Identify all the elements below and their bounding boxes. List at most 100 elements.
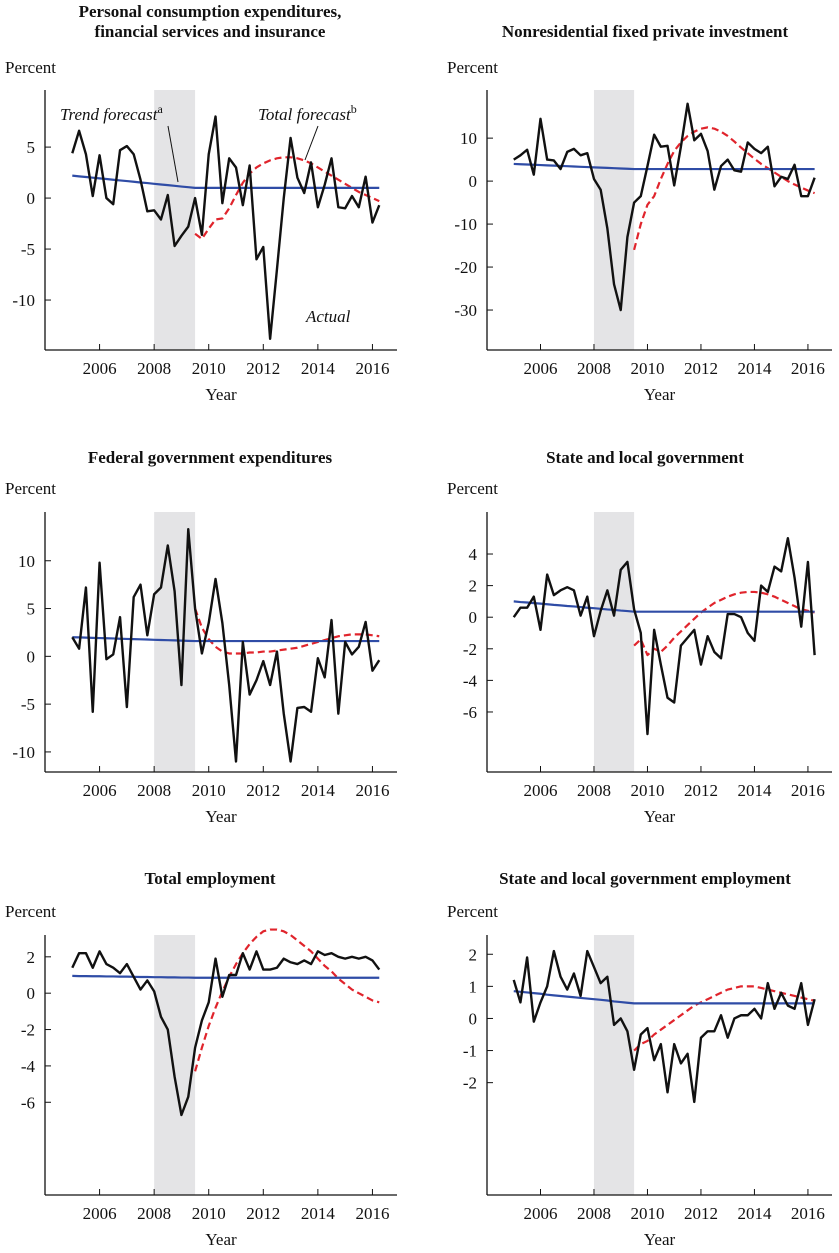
y-tick-label: -10 [12,743,35,762]
y-axis-label: Percent [447,58,498,77]
x-axis-label: Year [205,1230,237,1249]
y-tick-label: 0 [27,189,36,208]
y-tick-label: 10 [460,129,477,148]
series-label: Total forecastb [258,102,357,124]
recession-shade [593,90,635,350]
y-tick-label: 0 [469,172,478,191]
y-tick-label: 2 [469,945,478,964]
x-tick-label: 2016 [355,359,389,378]
x-tick-label: 2010 [192,1204,226,1223]
series-line [633,590,815,657]
chart-title: Total employment [144,869,275,888]
series-line [513,600,815,613]
x-tick-label: 2016 [791,781,825,800]
x-tick-label: 2014 [737,359,772,378]
x-tick-label: 2010 [192,781,226,800]
y-tick-label: 5 [27,600,36,619]
x-tick-label: 2006 [83,1204,117,1223]
series-label: Actual [305,307,351,326]
x-tick-label: 2006 [523,781,557,800]
x-tick-label: 2012 [684,781,718,800]
x-tick-label: 2010 [630,359,664,378]
y-axis-label: Percent [447,479,498,498]
chart-title: Personal consumption expenditures, [79,2,342,21]
y-tick-label: -30 [454,301,477,320]
series-line [194,928,380,1072]
x-tick-label: 2010 [630,781,664,800]
x-tick-label: 2006 [523,359,557,378]
y-tick-label: -4 [463,671,478,690]
chart-title: financial services and insurance [95,22,326,41]
series-line [512,537,816,736]
y-axis-label: Percent [5,58,56,77]
y-tick-label: 5 [27,138,36,157]
series-line [512,949,816,1104]
y-tick-label: 0 [27,647,36,666]
y-tick-label: 10 [18,552,35,571]
x-tick-label: 2012 [246,1204,280,1223]
label-leader [167,125,179,183]
y-axis-label: Percent [5,479,56,498]
series-line [71,950,381,1117]
x-tick-label: 2014 [301,359,336,378]
label-leader [304,125,319,161]
y-tick-label: -6 [21,1093,35,1112]
series-line [633,985,815,1052]
y-tick-label: 2 [27,948,36,967]
x-tick-label: 2012 [684,359,718,378]
y-tick-label: 0 [469,608,478,627]
series-label-text: Total forecast [258,105,352,124]
series-line [71,115,381,340]
series-line [194,156,380,240]
x-tick-label: 2008 [137,359,171,378]
series-line [72,974,380,979]
x-tick-label: 2014 [737,781,772,800]
y-tick-label: -2 [463,1074,477,1093]
y-tick-label: -1 [463,1042,477,1061]
x-tick-label: 2010 [630,1204,664,1223]
series-label: Trend forecasta [60,102,163,124]
y-tick-label: 2 [469,577,478,596]
x-tick-label: 2016 [355,781,389,800]
chart-title: Federal government expenditures [88,448,333,467]
y-tick-label: 0 [469,1009,478,1028]
x-tick-label: 2014 [301,781,336,800]
x-tick-label: 2006 [83,781,117,800]
recession-shade [593,935,635,1195]
series-line [513,102,816,312]
recession-shade [593,512,635,772]
chart-title: State and local government [546,448,744,467]
y-tick-label: 1 [469,977,478,996]
series-label-note: b [351,102,357,116]
x-axis-label: Year [205,385,237,404]
x-tick-label: 2014 [737,1204,772,1223]
series-line [71,528,381,763]
x-axis-label: Year [644,385,676,404]
x-tick-label: 2016 [791,1204,825,1223]
x-tick-label: 2008 [137,1204,171,1223]
x-tick-label: 2016 [355,1204,389,1223]
x-tick-label: 2008 [577,1204,611,1223]
y-tick-label: 0 [27,984,36,1003]
y-tick-label: -10 [454,215,477,234]
x-tick-label: 2012 [246,359,280,378]
y-tick-label: -4 [21,1057,36,1076]
y-tick-label: 4 [469,545,478,564]
recession-shade [154,935,196,1195]
x-axis-label: Year [644,1230,676,1249]
x-tick-label: 2008 [137,781,171,800]
series-label-note: a [157,102,163,116]
x-tick-label: 2016 [791,359,825,378]
x-tick-label: 2006 [523,1204,557,1223]
x-tick-label: 2008 [577,781,611,800]
x-tick-label: 2014 [301,1204,336,1223]
y-tick-label: -2 [463,640,477,659]
x-tick-label: 2012 [684,1204,718,1223]
y-tick-label: -5 [21,695,35,714]
chart-title: State and local government employment [499,869,791,888]
chart-title: Nonresidential fixed private investment [502,22,789,41]
x-axis-label: Year [644,807,676,826]
x-tick-label: 2012 [246,781,280,800]
